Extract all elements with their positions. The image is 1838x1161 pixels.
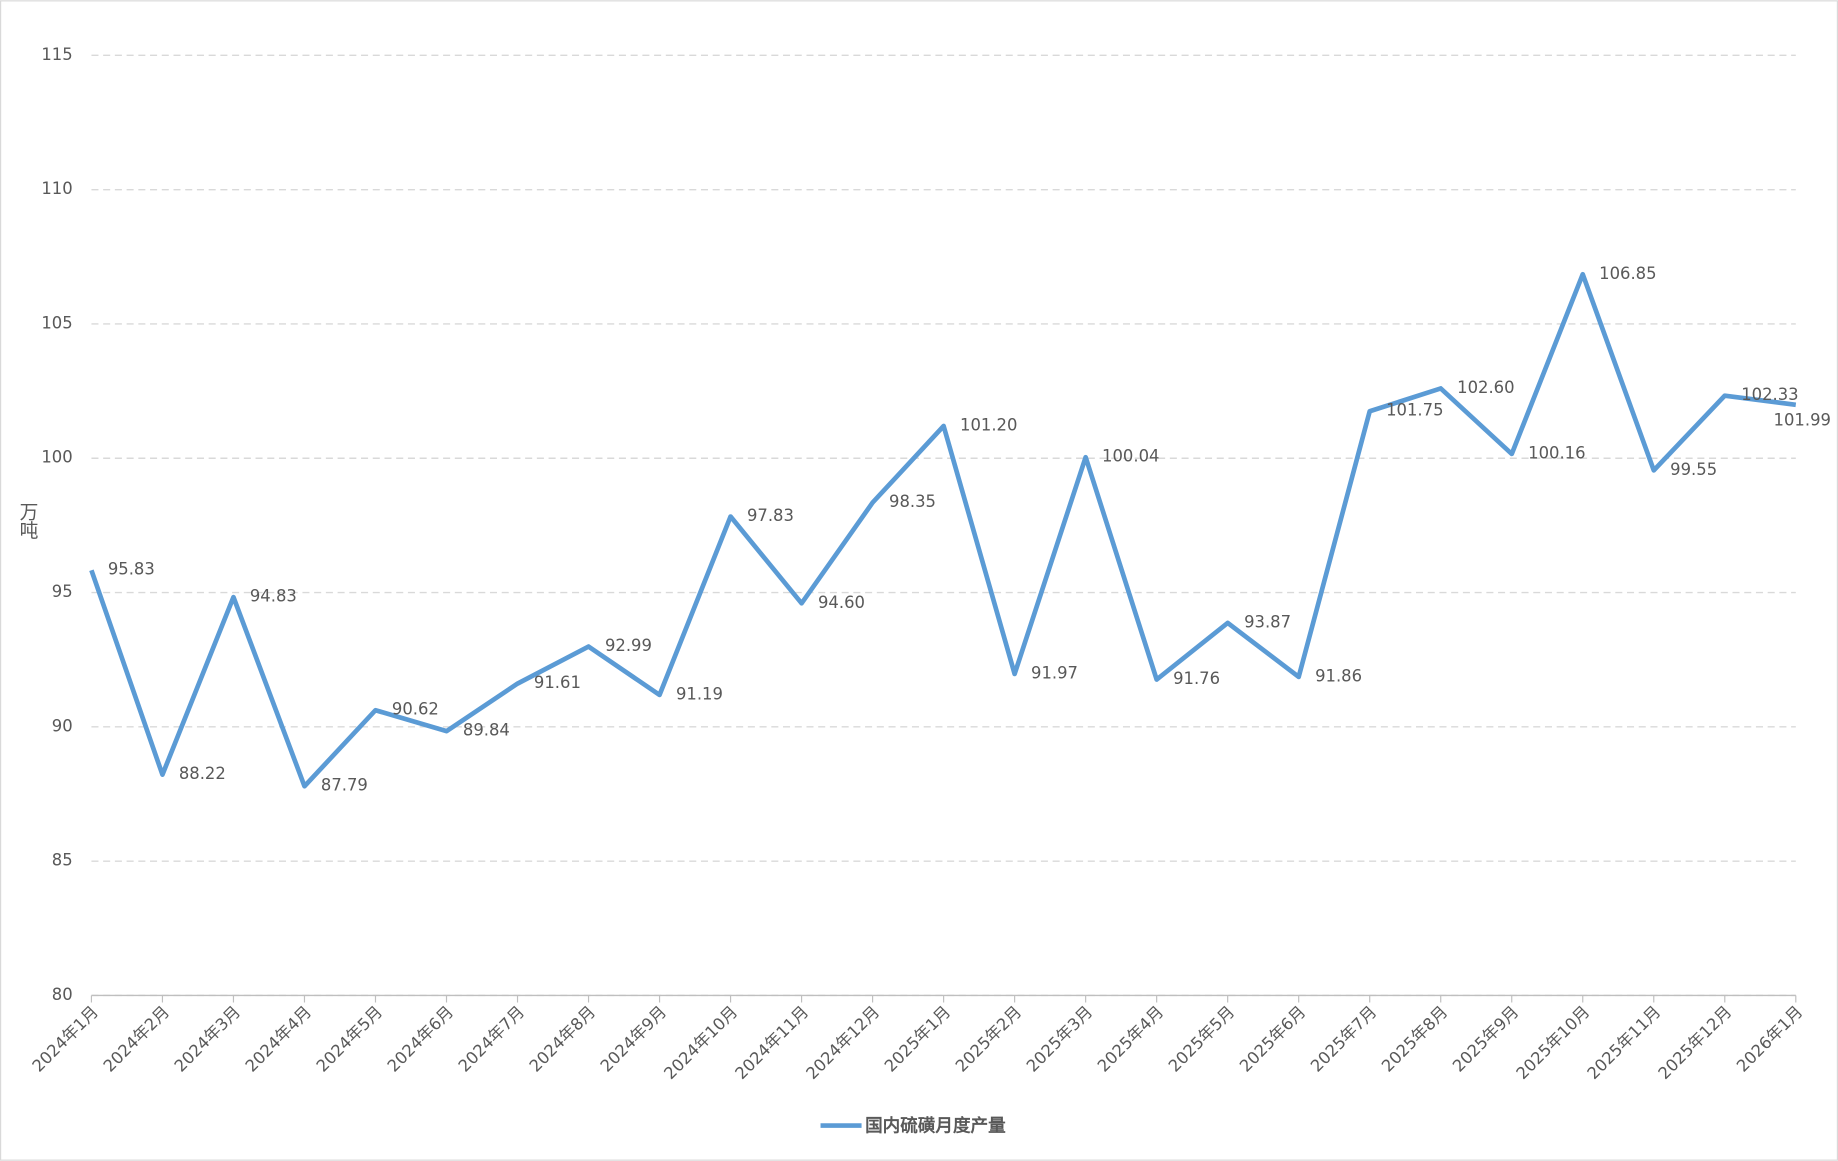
series-line [89,271,1797,789]
data-label: 98.35 [889,492,936,511]
data-label: 102.60 [1457,378,1514,397]
legend-label: 国内硫磺月度产量 [865,1116,1006,1137]
data-label: 93.87 [1244,612,1291,631]
data-label: 92.99 [605,636,652,655]
data-label: 99.55 [1670,460,1717,479]
data-label: 91.19 [676,684,723,703]
data-label: 94.83 [250,587,297,606]
data-label: 88.22 [179,764,226,783]
data-label: 97.83 [747,506,794,525]
y-tick-label: 110 [41,179,72,198]
y-tick-label: 100 [41,448,72,467]
data-label: 91.76 [1173,669,1220,688]
data-label: 101.99 [1774,411,1831,430]
data-label: 95.83 [108,560,155,579]
y-tick-label: 90 [52,716,73,735]
data-label: 91.86 [1315,666,1362,685]
y-tick-label: 115 [41,45,72,64]
y-tick-label: 105 [41,313,72,332]
data-label: 100.16 [1528,443,1585,462]
data-label: 90.62 [392,700,439,719]
data-label: 100.04 [1102,447,1159,466]
data-label: 102.33 [1741,385,1798,404]
y-tick-label: 85 [52,851,73,870]
y-tick-label: 80 [52,985,73,1004]
data-label: 91.97 [1031,663,1078,682]
data-label: 106.85 [1599,264,1656,283]
data-label: 89.84 [463,721,510,740]
data-label: 94.60 [818,593,865,612]
data-label: 101.20 [960,416,1017,435]
y-axis-label: 万吨 [16,502,37,540]
data-label: 101.75 [1386,401,1443,420]
data-label: 87.79 [321,776,368,795]
data-label: 91.61 [534,673,581,692]
y-tick-label: 95 [52,582,73,601]
